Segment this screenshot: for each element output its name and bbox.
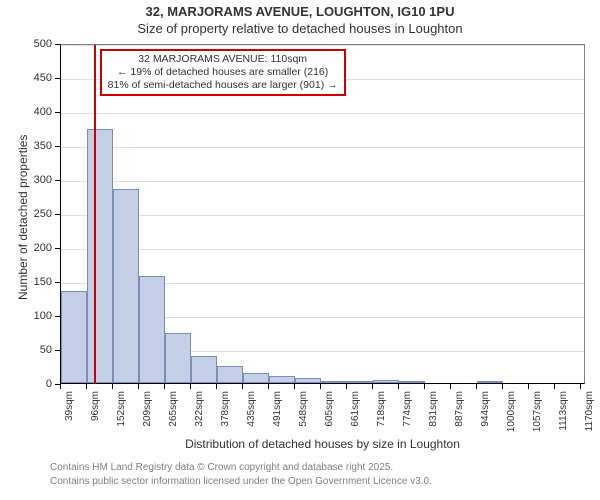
gridline (61, 45, 584, 46)
gridline (61, 113, 584, 114)
x-tick (190, 384, 191, 389)
x-tick-label: 944sqm (480, 391, 491, 427)
x-tick-label: 209sqm (142, 391, 153, 427)
x-tick-label: 661sqm (350, 391, 361, 427)
y-tick (55, 248, 60, 249)
histogram-bar (373, 380, 399, 383)
x-tick-label: 1113sqm (558, 391, 569, 431)
y-tick (55, 112, 60, 113)
x-tick-label: 1000sqm (506, 391, 517, 432)
gridline (61, 215, 584, 216)
histogram-bar (191, 356, 217, 383)
y-tick-label: 400 (12, 106, 52, 118)
y-tick-label: 100 (12, 310, 52, 322)
x-tick-label: 96sqm (90, 391, 101, 421)
x-tick (242, 384, 243, 389)
x-tick (450, 384, 451, 389)
x-tick (138, 384, 139, 389)
y-tick-label: 500 (12, 38, 52, 50)
histogram-bar (477, 381, 503, 383)
x-axis-label: Distribution of detached houses by size … (60, 437, 585, 451)
y-tick (55, 78, 60, 79)
x-tick-label: 265sqm (168, 391, 179, 427)
property-marker-line (94, 45, 96, 383)
gridline (61, 181, 584, 182)
x-tick (294, 384, 295, 389)
x-tick (372, 384, 373, 389)
histogram-bar (321, 381, 347, 383)
histogram-bar (87, 129, 113, 383)
y-tick (55, 350, 60, 351)
histogram-bar (399, 381, 425, 383)
x-tick (86, 384, 87, 389)
x-tick (476, 384, 477, 389)
histogram-bar (113, 189, 139, 383)
x-tick-label: 718sqm (376, 391, 387, 427)
x-tick (268, 384, 269, 389)
footer-copyright-2: Contains public sector information licen… (50, 476, 432, 487)
y-tick (55, 316, 60, 317)
x-tick (164, 384, 165, 389)
x-tick-label: 1057sqm (532, 391, 543, 432)
x-tick-label: 1170sqm (584, 391, 595, 431)
x-tick (580, 384, 581, 389)
gridline (61, 249, 584, 250)
y-tick (55, 180, 60, 181)
y-tick (55, 282, 60, 283)
chart-subtitle: Size of property relative to detached ho… (0, 21, 600, 36)
x-tick-label: 378sqm (220, 391, 231, 427)
x-tick-label: 491sqm (272, 391, 283, 427)
histogram-bar (217, 366, 243, 383)
histogram-bar (61, 291, 87, 383)
y-tick-label: 150 (12, 276, 52, 288)
y-tick-label: 200 (12, 242, 52, 254)
chart-title: 32, MARJORAMS AVENUE, LOUGHTON, IG10 1PU (0, 4, 600, 19)
x-tick-label: 605sqm (324, 391, 335, 427)
y-tick-label: 350 (12, 140, 52, 152)
footer-copyright-1: Contains HM Land Registry data © Crown c… (50, 462, 393, 473)
plot-area: 32 MARJORAMS AVENUE: 110sqm← 19% of deta… (60, 44, 585, 384)
x-tick (320, 384, 321, 389)
y-tick-label: 0 (12, 378, 52, 390)
histogram-bar (269, 376, 295, 383)
x-tick-label: 548sqm (298, 391, 309, 427)
x-tick-label: 39sqm (64, 391, 75, 421)
histogram-bar (295, 378, 321, 383)
y-tick (55, 44, 60, 45)
annotation-line-1: 32 MARJORAMS AVENUE: 110sqm (108, 53, 338, 66)
y-tick-label: 450 (12, 72, 52, 84)
histogram-bar (165, 333, 191, 383)
x-tick (502, 384, 503, 389)
x-tick (112, 384, 113, 389)
y-tick-label: 250 (12, 208, 52, 220)
x-tick-label: 152sqm (116, 391, 127, 427)
annotation-line-3: 81% of semi-detached houses are larger (… (108, 79, 338, 92)
y-tick-label: 300 (12, 174, 52, 186)
x-tick-label: 322sqm (194, 391, 205, 427)
x-tick (528, 384, 529, 389)
x-tick (60, 384, 61, 389)
annotation-box: 32 MARJORAMS AVENUE: 110sqm← 19% of deta… (100, 49, 346, 96)
x-tick-label: 887sqm (454, 391, 465, 427)
histogram-bar (243, 373, 269, 383)
x-tick (424, 384, 425, 389)
x-tick (216, 384, 217, 389)
x-tick-label: 435sqm (246, 391, 257, 427)
histogram-bar (347, 381, 373, 383)
y-tick-label: 50 (12, 344, 52, 356)
x-tick-label: 831sqm (428, 391, 439, 427)
histogram-bar (139, 276, 165, 383)
annotation-line-2: ← 19% of detached houses are smaller (21… (108, 66, 338, 79)
x-tick-label: 774sqm (402, 391, 413, 427)
gridline (61, 147, 584, 148)
x-tick (554, 384, 555, 389)
y-tick (55, 146, 60, 147)
x-tick (346, 384, 347, 389)
y-tick (55, 214, 60, 215)
x-tick (398, 384, 399, 389)
